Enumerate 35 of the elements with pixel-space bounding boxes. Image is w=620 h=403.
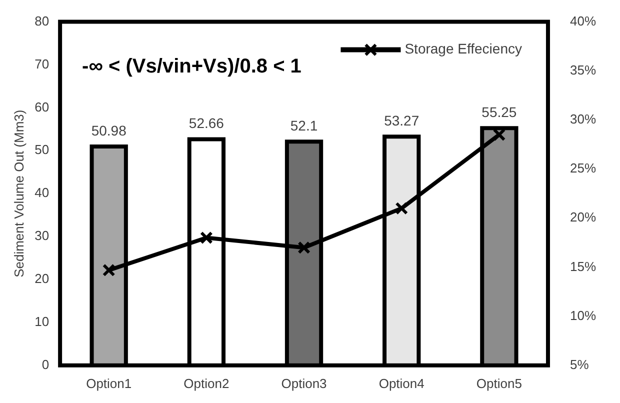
y2-tick-label: 5% — [570, 356, 590, 372]
x-tick-label: Option1 — [86, 376, 132, 391]
y-tick-label: 70 — [34, 56, 50, 72]
x-tick-label: Option3 — [281, 376, 327, 391]
data-label: 52.66 — [188, 115, 224, 132]
point — [200, 231, 213, 244]
annotation: -∞ < (Vs/vin+Vs)/0.8 < 1 — [82, 55, 302, 78]
data-label: 53.27 — [384, 112, 420, 128]
y-tick-label: 60 — [34, 99, 50, 114]
y2-tick-label: 20% — [570, 210, 596, 225]
y-tick-label: 50 — [34, 142, 50, 158]
y2-tick-label: 30% — [570, 112, 596, 127]
point — [395, 202, 408, 215]
y-tick-label: 30 — [34, 228, 50, 244]
data-label: 52.1 — [290, 117, 318, 134]
y-tick-label: 0 — [42, 356, 50, 372]
y-tick-label: 80 — [34, 13, 50, 28]
y2-tick-label: 10% — [570, 308, 596, 323]
y-tick-label: 40 — [34, 185, 50, 200]
y2-tick-label: 25% — [570, 160, 596, 176]
y2-tick-label: 35% — [570, 62, 596, 78]
x-tick-label: Option5 — [476, 376, 522, 391]
y2-tick-label: 40% — [570, 13, 596, 28]
legend-label: Storage Effeciency — [404, 40, 522, 57]
y-tick-label: 10 — [34, 314, 50, 330]
data-label: 55.25 — [482, 104, 517, 120]
y-tick-label: 20 — [34, 271, 50, 286]
data-label: 50.98 — [91, 122, 127, 138]
y-axis-title: Sediment Volume Out (Mm3) — [11, 110, 26, 278]
y2-tick-label: 15% — [570, 258, 596, 274]
x-tick-label: Option2 — [184, 376, 230, 391]
x-tick-label: Option4 — [378, 376, 424, 391]
point — [492, 128, 506, 142]
point — [298, 241, 310, 254]
point — [102, 264, 116, 277]
